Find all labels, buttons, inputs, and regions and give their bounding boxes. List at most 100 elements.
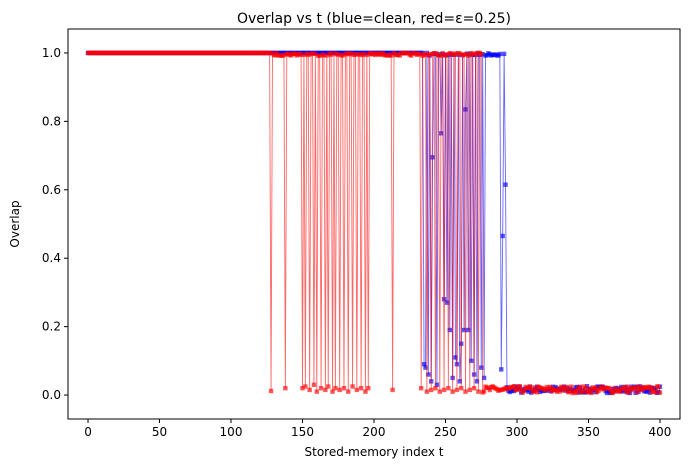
y-tick-label: 0.6 — [42, 183, 61, 197]
data-point — [583, 386, 588, 391]
data-point — [574, 390, 580, 396]
data-point — [444, 300, 450, 305]
data-point — [593, 385, 598, 391]
data-point — [337, 387, 342, 393]
data-point — [440, 51, 445, 56]
data-point — [629, 388, 634, 393]
data-point — [457, 51, 462, 56]
data-point — [366, 386, 371, 391]
data-point — [471, 386, 477, 391]
data-point — [439, 53, 444, 58]
data-point — [610, 390, 615, 395]
data-point — [444, 52, 450, 57]
data-point — [526, 389, 531, 394]
data-point — [501, 51, 507, 57]
data-point — [441, 387, 447, 393]
data-point — [431, 50, 437, 56]
data-point — [321, 53, 327, 58]
data-point — [622, 385, 627, 390]
data-point — [340, 53, 345, 58]
data-point — [554, 389, 560, 394]
data-point — [656, 384, 661, 389]
data-point — [453, 355, 458, 360]
data-point — [467, 387, 472, 393]
data-point — [499, 367, 504, 372]
data-point — [388, 53, 394, 58]
data-point — [634, 390, 640, 395]
data-point — [479, 365, 484, 370]
data-point — [459, 386, 464, 391]
data-point — [457, 379, 462, 384]
data-point — [517, 384, 523, 389]
data-point — [344, 51, 350, 56]
data-point — [529, 385, 534, 390]
y-tick-label: 1.0 — [42, 46, 61, 60]
data-point — [612, 386, 617, 391]
data-point — [298, 52, 304, 57]
data-point — [331, 51, 337, 56]
x-axis-label: Stored-memory index t — [305, 445, 444, 459]
data-point — [450, 389, 455, 394]
data-point — [397, 53, 402, 58]
data-point — [313, 51, 318, 56]
data-point — [336, 52, 341, 57]
data-point — [573, 388, 578, 393]
data-point — [310, 51, 315, 56]
data-point — [423, 365, 428, 370]
data-point — [587, 386, 593, 391]
data-point — [449, 51, 454, 56]
data-point — [636, 384, 641, 389]
data-point — [650, 385, 656, 391]
data-point — [589, 390, 594, 396]
data-point — [318, 386, 324, 391]
data-point — [417, 52, 422, 57]
data-point — [466, 53, 471, 58]
data-point — [333, 386, 338, 391]
x-tick-label: 350 — [577, 425, 600, 439]
data-point — [533, 385, 538, 390]
x-tick-label: 100 — [220, 425, 243, 439]
data-point — [623, 389, 628, 394]
data-point — [268, 388, 274, 394]
data-point — [461, 327, 467, 333]
data-point — [481, 375, 487, 381]
data-point — [531, 389, 537, 394]
data-point — [348, 51, 354, 56]
y-tick-label: 0.0 — [42, 388, 61, 402]
data-point — [617, 389, 623, 394]
data-point — [353, 52, 358, 57]
data-point — [479, 51, 484, 57]
data-point — [607, 386, 613, 392]
data-point — [599, 384, 604, 389]
data-point — [577, 384, 583, 390]
data-point — [346, 389, 351, 394]
data-point — [624, 384, 630, 389]
y-tick-label: 0.4 — [42, 251, 61, 265]
data-point — [274, 50, 279, 56]
data-point — [357, 52, 362, 57]
data-point — [560, 385, 565, 390]
data-point — [433, 386, 438, 391]
data-point — [474, 50, 480, 56]
data-point — [474, 379, 480, 384]
data-point — [421, 362, 427, 367]
x-axis-ticks: 0 50 100 150 200 250 300 350 400 — [84, 419, 671, 439]
data-point — [434, 382, 440, 387]
data-point — [328, 52, 334, 57]
data-point — [363, 389, 368, 394]
data-point — [534, 390, 540, 395]
data-point — [301, 52, 307, 58]
data-point — [511, 384, 517, 389]
data-point — [580, 389, 585, 394]
data-point — [469, 358, 474, 364]
data-point — [657, 390, 663, 395]
data-point — [307, 387, 312, 393]
chart-title: Overlap vs t (blue=clean, red=ε=0.25) — [237, 11, 511, 27]
data-point — [390, 387, 395, 393]
data-point — [567, 388, 573, 394]
x-tick-label: 150 — [291, 425, 314, 439]
y-tick-label: 0.8 — [42, 114, 61, 128]
data-point — [446, 386, 451, 391]
data-point — [549, 388, 554, 394]
data-point — [311, 382, 317, 387]
